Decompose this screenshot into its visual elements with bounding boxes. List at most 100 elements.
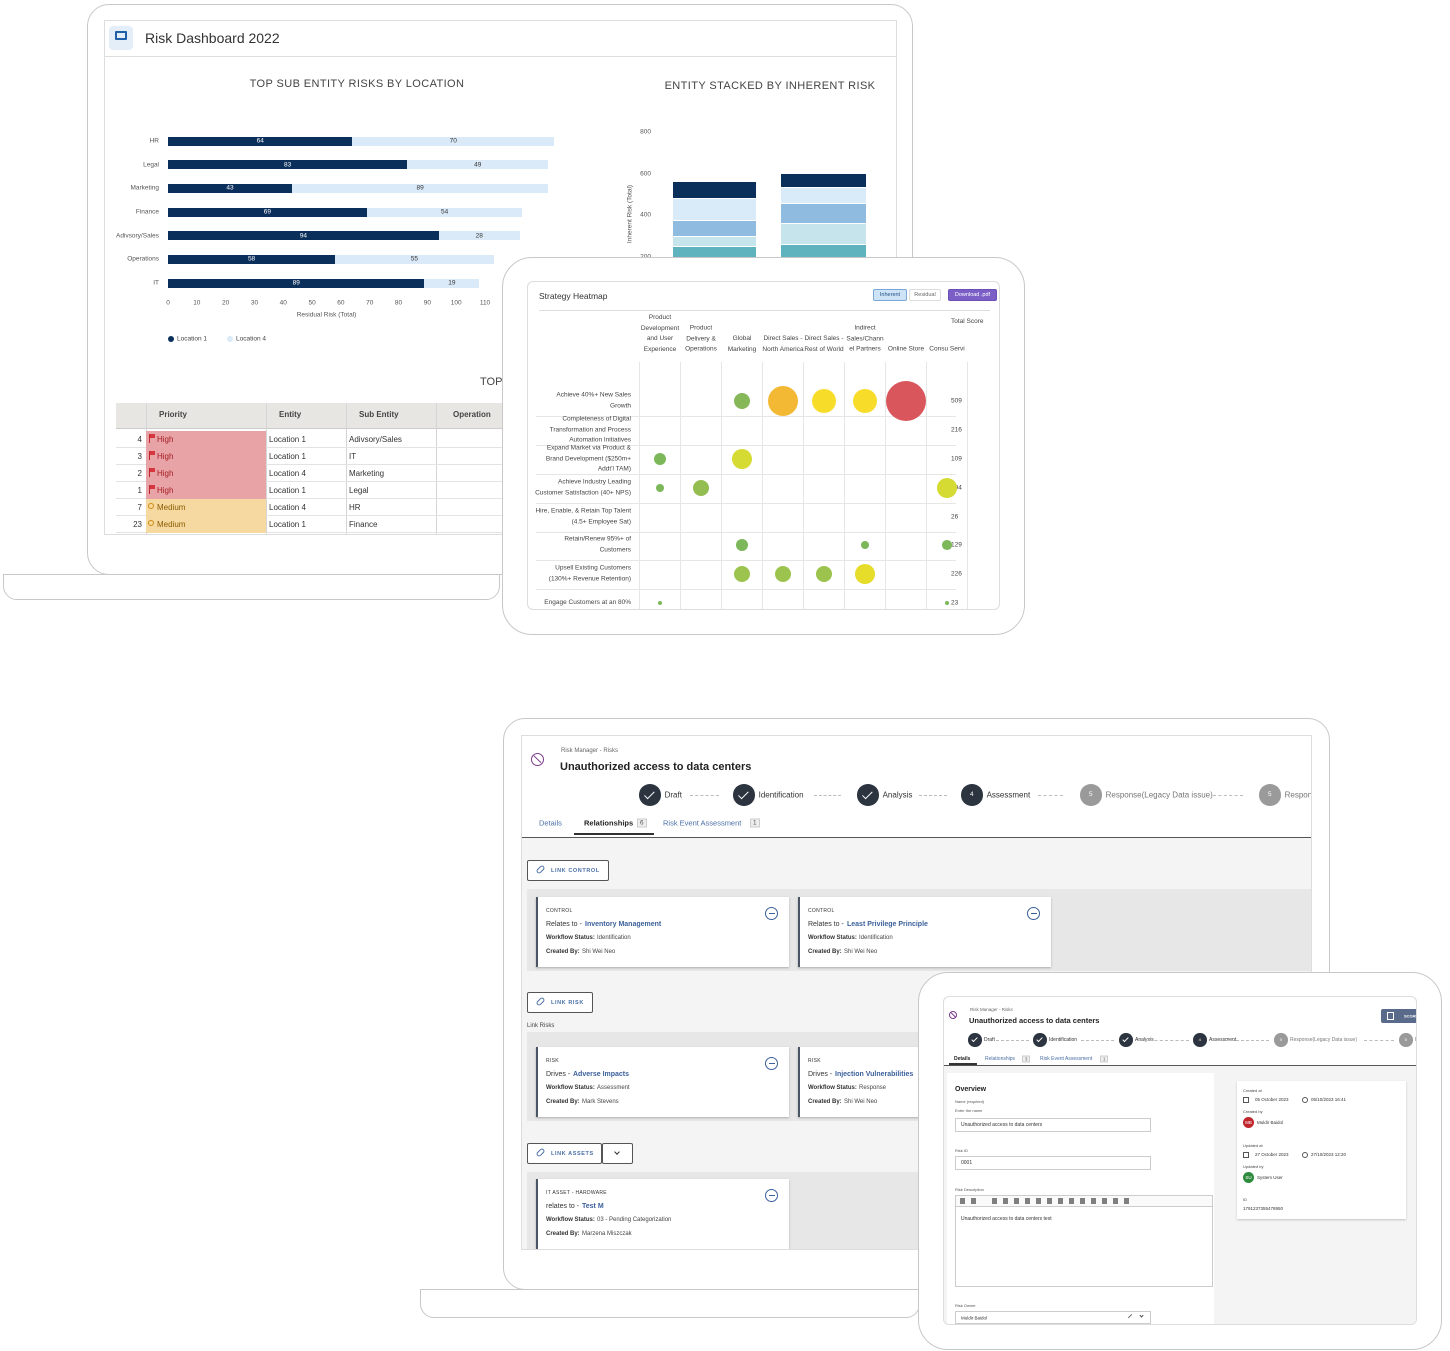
dropdown-button[interactable]: [602, 1143, 633, 1164]
toolbar-icon[interactable]: [1047, 1198, 1052, 1204]
toolbar-icon[interactable]: [1025, 1198, 1030, 1204]
heatmap-button[interactable]: Inherent: [873, 289, 907, 301]
header-divider: [539, 310, 990, 311]
flag-icon: [149, 451, 150, 460]
step-connector: [1081, 1040, 1114, 1041]
step-label: Identification: [758, 790, 804, 800]
field-label: Risk Description: [955, 1187, 984, 1192]
toolbar-icon[interactable]: [971, 1198, 976, 1204]
row-label: Engage Customers at an 80%: [544, 598, 631, 606]
grid-line: [844, 362, 845, 609]
meta-label: Updated at: [1243, 1143, 1263, 1148]
bubble: [654, 453, 666, 465]
link-button[interactable]: [527, 992, 593, 1013]
toolbar-icon[interactable]: [992, 1198, 997, 1204]
step-icon: 5: [1259, 784, 1281, 806]
tab[interactable]: Risk Event Assessment: [663, 818, 742, 828]
step-connector: [919, 795, 947, 796]
step-label: Identification: [1049, 1037, 1078, 1043]
rich-text-editor[interactable]: [955, 1207, 1213, 1287]
card-relation: Relates to -: [546, 921, 582, 928]
priority-label: Medium: [157, 520, 186, 529]
select-input[interactable]: [955, 1311, 1151, 1324]
created-label: Created By:: [546, 1099, 580, 1105]
link-button-label[interactable]: LINK RISK: [551, 999, 584, 1006]
card-name[interactable]: Injection Vulnerabilities: [835, 1071, 914, 1078]
toolbar-icon[interactable]: [1036, 1198, 1041, 1204]
stacked-bar: [781, 172, 866, 187]
card-name[interactable]: Inventory Management: [585, 921, 662, 928]
toolbar-icon[interactable]: [1003, 1198, 1008, 1204]
laptop-base: [3, 574, 500, 600]
meta-label: Created by: [1243, 1109, 1263, 1114]
text-input[interactable]: [955, 1118, 1151, 1132]
bubble: [937, 478, 957, 498]
priority-label: High: [157, 452, 174, 461]
step-icon: [639, 784, 661, 806]
entity-cell: Location 1: [269, 486, 306, 495]
link-button[interactable]: [527, 1143, 602, 1164]
y-axis-label: Inherent Risk (Total): [626, 184, 634, 244]
category-label: Adivsory/Sales: [116, 232, 159, 240]
step-connector: [1364, 1040, 1394, 1041]
card-kind: RISK: [546, 1058, 559, 1064]
card-name[interactable]: Least Privilege Principle: [847, 921, 928, 928]
link-button-label[interactable]: LINK ASSETS: [551, 1150, 594, 1157]
legend-label: Location 4: [236, 335, 266, 343]
data-label: 89: [416, 184, 424, 192]
section-title: Overview: [955, 1086, 987, 1093]
tab[interactable]: Details: [539, 818, 562, 828]
card-relation: Drives -: [546, 1071, 571, 1078]
toolbar-icon[interactable]: [1113, 1198, 1118, 1204]
bubble: [736, 539, 748, 551]
bubble: [853, 389, 877, 413]
data-label: 89: [292, 279, 300, 287]
step-icon: 5: [1399, 1033, 1413, 1047]
step-label: Response(Legacy Data issue): [1105, 790, 1213, 800]
toolbar-icon[interactable]: [1080, 1198, 1085, 1204]
laptop-base: [420, 1289, 920, 1318]
heatmap-button[interactable]: Download .pdf: [948, 289, 997, 301]
bubble: [734, 393, 750, 409]
remove-button[interactable]: [765, 907, 778, 920]
bubble: [812, 389, 836, 413]
tab[interactable]: Details: [954, 1056, 971, 1062]
tab[interactable]: Relationships: [584, 818, 634, 828]
tab[interactable]: Risk Event Assessment: [1040, 1056, 1093, 1062]
link-button-label[interactable]: LINK CONTROL: [551, 867, 600, 874]
score-label[interactable]: SCORE: [1404, 1013, 1417, 1019]
remove-button[interactable]: [1027, 907, 1040, 920]
toolbar-icon[interactable]: [1102, 1198, 1107, 1204]
x-tick-label: 110: [479, 299, 491, 307]
toolbar-icon[interactable]: [1069, 1198, 1074, 1204]
toolbar-icon[interactable]: [960, 1198, 965, 1204]
entity-cell: Location 4: [269, 469, 306, 478]
heatmap-button[interactable]: Residual: [909, 289, 941, 301]
sub-entity-cell: HR: [349, 503, 361, 512]
tab[interactable]: Relationships: [985, 1056, 1016, 1062]
remove-button[interactable]: [765, 1189, 778, 1202]
flag-icon: [150, 451, 155, 455]
bar: [335, 254, 494, 264]
card-name[interactable]: Test M: [582, 1203, 604, 1210]
remove-button[interactable]: [765, 1057, 778, 1070]
text-input[interactable]: [955, 1156, 1151, 1170]
flag-icon: [150, 468, 155, 472]
x-tick-label: 30: [250, 299, 259, 307]
card-name[interactable]: Adverse Impacts: [573, 1071, 630, 1078]
x-tick-label: 60: [337, 299, 345, 307]
column-header: Entity: [279, 410, 302, 419]
toolbar-icon[interactable]: [1058, 1198, 1063, 1204]
row-label: Hire, Enable, & Retain Top Talent (4.5+ …: [535, 507, 631, 526]
step-icon: 5: [1080, 784, 1102, 806]
link-button[interactable]: [527, 860, 609, 881]
editor-text: Unauthorized access to data centers test: [961, 1216, 1052, 1222]
toolbar-icon[interactable]: [1124, 1198, 1129, 1204]
toolbar-icon[interactable]: [1091, 1198, 1096, 1204]
meta-date: 27 October 2023: [1255, 1152, 1289, 1157]
x-tick-label: 70: [366, 299, 374, 307]
toolbar-icon[interactable]: [1014, 1198, 1019, 1204]
tab-divider: [522, 837, 1311, 838]
meta-id: 1791237355478950: [1243, 1206, 1284, 1211]
calendar-icon: [1243, 1152, 1249, 1158]
